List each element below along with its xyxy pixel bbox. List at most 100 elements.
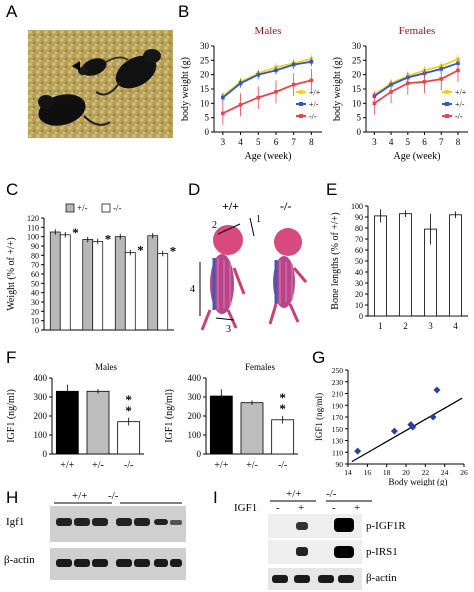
panel-label-g: G (312, 348, 326, 367)
y-tick-label: 230 (332, 378, 344, 387)
data-point (407, 421, 415, 429)
y-tick-label: 400 (34, 373, 48, 383)
bar (449, 214, 462, 317)
measure-label-1: 1 (256, 214, 261, 225)
significance-marker: * (125, 403, 132, 418)
y-tick-label: 20 (355, 290, 363, 299)
y-tick-label: 150 (332, 425, 344, 434)
x-tick-label: 3 (428, 321, 433, 331)
data-point (238, 102, 243, 107)
x-tick-label: +/+ (214, 460, 228, 471)
x-tick-label: 24 (441, 468, 449, 477)
i-row-pirs1: p-IRS1 (366, 546, 398, 558)
x-tick-label: 2 (403, 321, 408, 331)
y-axis-label: Bone lengths (% of +/+) (330, 212, 341, 309)
y-tick-label: 100 (27, 233, 39, 242)
y-tick-label: 200 (188, 411, 202, 421)
x-axis-label: Age (week) (245, 151, 292, 162)
y-tick-label: 170 (332, 413, 344, 422)
x-tick-label: +/- (92, 460, 104, 471)
x-tick-label: 6 (274, 137, 279, 147)
skeleton-ko-icon (268, 228, 308, 325)
panel-a-mouse-photo (28, 30, 173, 138)
y-tick-label: 60 (31, 270, 39, 279)
skeleton-wt-icon (200, 225, 246, 331)
panel-label-i: I (213, 488, 218, 507)
data-point (221, 95, 225, 100)
y-tick-label: 30 (352, 41, 362, 51)
y-tick-label: 15 (352, 84, 362, 94)
i-treatment-4: + (354, 502, 361, 514)
chart-f-females: 0 100 200 300 400 IGF1 (ng/ml) Females +/+ +/- -/… (164, 362, 298, 471)
h-group-ko: -/- (108, 490, 119, 502)
y-tick-label: 210 (332, 390, 344, 399)
data-point (256, 72, 261, 77)
x-tick-label: 26 (460, 468, 468, 477)
y-tick-label: 0 (35, 326, 39, 335)
data-point (221, 111, 225, 116)
legend-swatch (101, 203, 111, 213)
i-row-pigf1r: p-IGF1R (366, 520, 406, 532)
x-tick-label: 20 (402, 468, 410, 477)
chart-f-males: 0 100 200 300 400 IGF1 (ng/ml) Males +/+ +/- -/- *… (6, 362, 144, 471)
legend-marker (445, 102, 449, 106)
legend-swatch (65, 203, 75, 213)
measure-label-3: 3 (226, 324, 231, 335)
y-tick-label: 0 (359, 312, 363, 321)
data-point (409, 423, 417, 431)
legend-label: +/- (309, 100, 319, 109)
series-line-2 (373, 69, 459, 105)
x-tick-label: 14 (344, 468, 352, 477)
legend-label: +/- (77, 203, 88, 213)
bar (49, 231, 61, 331)
y-axis-label: IGF1 (ng/ml) (6, 389, 17, 443)
y-tick-label: 110 (27, 223, 39, 232)
data-point (309, 78, 314, 83)
x-tick-label: 6 (422, 137, 427, 147)
bar (147, 235, 159, 331)
x-tick-label: 16 (364, 468, 372, 477)
chart-title: Females (245, 362, 275, 372)
data-point (433, 386, 441, 394)
x-tick-label: 22 (422, 468, 430, 477)
y-tick-label: 0 (43, 449, 48, 459)
i-treatment-1: - (276, 502, 280, 514)
x-tick-label: 7 (291, 137, 296, 147)
i-treatment-3: - (332, 502, 336, 514)
legend-label: +/- (455, 100, 465, 109)
y-axis-label: IGF1 (ng/ml) (164, 389, 175, 443)
y-axis-label: IGF1 (ng/ml) (314, 393, 324, 441)
y-tick-label: 130 (332, 437, 344, 446)
y-tick-label: 20 (352, 70, 362, 80)
panel-label-d: D (188, 180, 201, 199)
series-line-1 (222, 60, 312, 99)
y-tick-label: 70 (31, 261, 39, 270)
significance-marker: * (279, 390, 286, 405)
series-line-0 (222, 58, 312, 97)
y-tick-label: 80 (355, 224, 363, 233)
measure-label-4: 4 (190, 284, 195, 295)
data-point (291, 82, 296, 87)
y-tick-label: 5 (205, 113, 210, 123)
chart-g: 90 110 130 150 170 190 210 230 250 IGF1 (ng/ml) 14… (314, 366, 468, 486)
legend-label: +/+ (309, 88, 321, 97)
bar (82, 239, 94, 331)
bar (92, 240, 104, 331)
bar (117, 421, 141, 455)
x-tick-label: 8 (456, 137, 461, 147)
chart-b-males: 0 5 10 15 20 25 30 body weight (g) Males 3 4 5 6 7 8 Ag… (180, 25, 322, 162)
bar (209, 395, 233, 455)
y-axis-label: body weight (g) (332, 57, 343, 121)
y-tick-label: 90 (31, 242, 39, 251)
mouse-large-icon (95, 49, 161, 96)
h-row-igf1: Igf1 (6, 516, 25, 528)
trendline (351, 397, 463, 463)
chart-title: Males (255, 25, 282, 37)
series-line-1 (373, 62, 459, 97)
significance-marker: * (137, 243, 144, 258)
series-line-2 (222, 79, 312, 115)
panel-label-b: B (178, 2, 190, 21)
panel-h-blot: +/+ -/- Igf1 β-actin (0, 490, 200, 590)
y-tick-label: 30 (200, 41, 210, 51)
